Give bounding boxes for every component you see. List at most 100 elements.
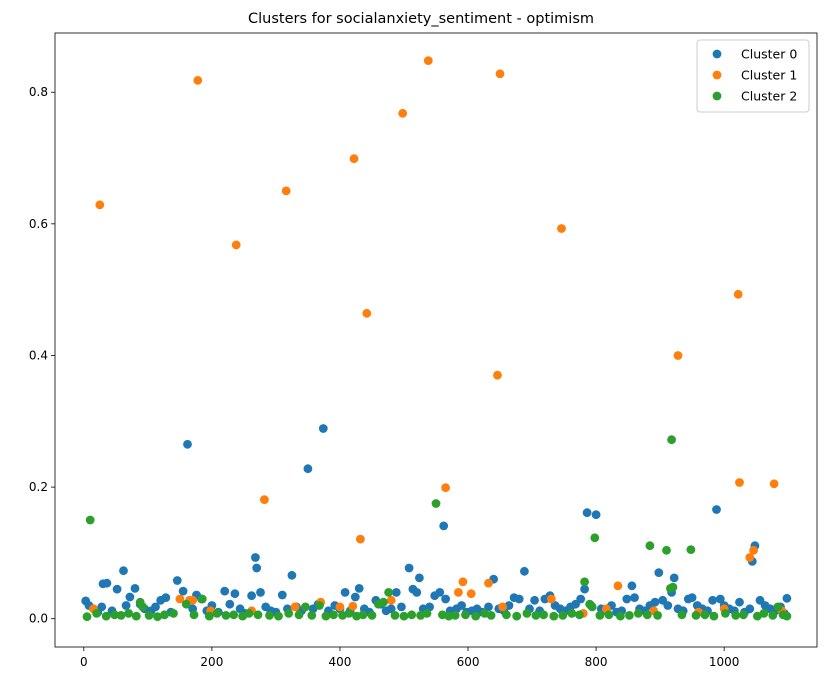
- data-point-cluster-1-35: [673, 351, 683, 360]
- plot-frame: [54, 32, 818, 648]
- x-axis: 0 200 400 600 800 1000: [80, 647, 739, 669]
- data-point-cluster-2-18: [212, 609, 222, 618]
- data-point-cluster-0-130: [712, 505, 721, 514]
- data-point-cluster-2-56: [522, 609, 532, 618]
- data-point-cluster-2-14: [181, 599, 191, 609]
- data-point-cluster-1-27: [498, 602, 507, 612]
- data-point-cluster-0-137: [745, 604, 755, 614]
- data-point-cluster-2-53: [486, 611, 496, 620]
- data-point-cluster-2-2: [92, 609, 101, 618]
- data-point-cluster-0-64: [397, 602, 406, 612]
- data-point-cluster-0-77: [457, 601, 466, 610]
- data-point-cluster-2-6: [124, 609, 133, 618]
- data-point-cluster-0-37: [256, 588, 265, 597]
- legend-marker-cluster-1: [712, 70, 722, 80]
- data-point-cluster-2-39: [379, 597, 388, 607]
- data-point-cluster-2-31: [321, 611, 331, 621]
- data-point-cluster-1-29: [546, 594, 556, 604]
- data-point-cluster-2-10: [144, 611, 154, 620]
- data-point-cluster-2-9: [138, 602, 148, 612]
- data-point-cluster-0-56: [354, 584, 364, 593]
- series-cluster-1: [89, 56, 787, 618]
- data-point-cluster-0-53: [340, 588, 350, 597]
- data-point-cluster-0-20: [172, 576, 182, 585]
- data-point-cluster-2-63: [580, 577, 589, 587]
- data-point-cluster-0-146: [782, 593, 792, 603]
- data-point-cluster-2-20: [229, 610, 239, 620]
- data-point-cluster-2-90: [773, 602, 783, 612]
- data-point-cluster-2-40: [384, 588, 393, 597]
- data-point-cluster-0-21: [178, 586, 188, 596]
- data-point-cluster-1-5: [193, 76, 203, 85]
- data-point-cluster-2-28: [301, 602, 310, 612]
- data-point-cluster-2-3: [101, 611, 111, 621]
- data-point-cluster-2-51: [471, 611, 481, 621]
- data-point-cluster-0-12: [130, 584, 140, 593]
- data-point-cluster-1-2: [175, 594, 185, 604]
- data-point-cluster-2-67: [595, 611, 605, 620]
- data-point-cluster-2-70: [625, 611, 634, 620]
- data-point-cluster-0-91: [530, 595, 539, 605]
- data-point-cluster-2-29: [307, 611, 317, 620]
- data-point-cluster-1-33: [613, 581, 623, 591]
- data-point-cluster-2-88: [759, 609, 769, 618]
- data-point-cluster-1-1: [95, 200, 105, 210]
- data-point-cluster-2-46: [431, 499, 441, 508]
- data-point-cluster-1-28: [441, 483, 450, 493]
- data-point-cluster-0-35: [251, 553, 260, 562]
- data-point-cluster-2-45: [422, 609, 432, 618]
- data-point-cluster-1-21: [454, 588, 463, 597]
- data-point-cluster-2-19: [221, 611, 231, 620]
- data-point-cluster-0-4: [97, 602, 107, 612]
- data-point-cluster-0-135: [735, 597, 744, 607]
- data-point-cluster-2-7: [131, 611, 141, 621]
- data-point-cluster-1-17: [362, 308, 372, 318]
- data-point-cluster-0-10: [121, 601, 131, 610]
- legend-box: [696, 39, 810, 113]
- data-point-cluster-2-77: [667, 435, 676, 445]
- data-point-cluster-2-41: [390, 611, 400, 620]
- data-point-cluster-2-32: [329, 610, 338, 620]
- data-point-cluster-1-41: [749, 545, 758, 555]
- data-point-cluster-2-82: [700, 610, 710, 620]
- data-point-cluster-2-42: [399, 611, 409, 621]
- data-point-cluster-2-0: [82, 612, 92, 622]
- x-tick-label: 600: [457, 655, 480, 669]
- data-point-cluster-2-86: [739, 610, 748, 620]
- data-point-cluster-2-81: [691, 611, 701, 620]
- data-point-cluster-0-34: [247, 591, 256, 601]
- data-point-cluster-0-11: [125, 592, 135, 602]
- data-point-cluster-2-72: [642, 610, 652, 620]
- data-point-cluster-2-12: [160, 610, 169, 620]
- data-point-cluster-0-111: [627, 581, 637, 591]
- y-tick-label: 0.2: [29, 480, 48, 494]
- data-point-cluster-1-25: [493, 370, 502, 380]
- data-point-cluster-1-26: [495, 69, 505, 79]
- data-point-cluster-1-9: [260, 495, 269, 504]
- x-tick-label: 0: [80, 655, 88, 669]
- data-point-cluster-2-74: [653, 611, 662, 620]
- data-point-cluster-0-89: [520, 566, 529, 576]
- data-point-cluster-2-78: [668, 582, 678, 592]
- data-point-cluster-0-73: [439, 521, 449, 531]
- data-point-cluster-0-102: [582, 508, 592, 518]
- data-point-cluster-0-55: [350, 592, 360, 602]
- data-point-cluster-2-13: [169, 609, 178, 618]
- data-point-cluster-2-1: [85, 515, 95, 525]
- data-point-cluster-0-8: [112, 584, 122, 594]
- data-point-cluster-0-110: [622, 594, 632, 604]
- y-tick-label: 0.8: [29, 85, 48, 99]
- y-tick-label: 0.4: [29, 348, 48, 362]
- data-point-cluster-1-20: [423, 56, 433, 65]
- data-point-cluster-1-39: [735, 478, 744, 487]
- data-point-cluster-0-31: [230, 589, 240, 599]
- data-point-cluster-2-71: [633, 609, 643, 618]
- data-point-cluster-0-49: [318, 424, 328, 433]
- data-point-cluster-1-14: [348, 601, 358, 611]
- data-point-cluster-2-48: [444, 611, 454, 621]
- data-point-cluster-0-119: [663, 601, 673, 610]
- data-point-cluster-2-49: [450, 611, 460, 620]
- data-point-cluster-2-92: [782, 611, 792, 621]
- data-point-cluster-1-40: [745, 553, 755, 562]
